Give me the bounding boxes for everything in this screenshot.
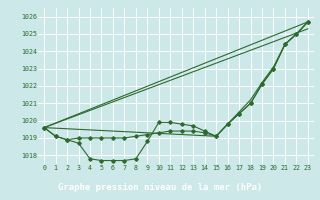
Text: Graphe pression niveau de la mer (hPa): Graphe pression niveau de la mer (hPa) xyxy=(58,182,262,192)
